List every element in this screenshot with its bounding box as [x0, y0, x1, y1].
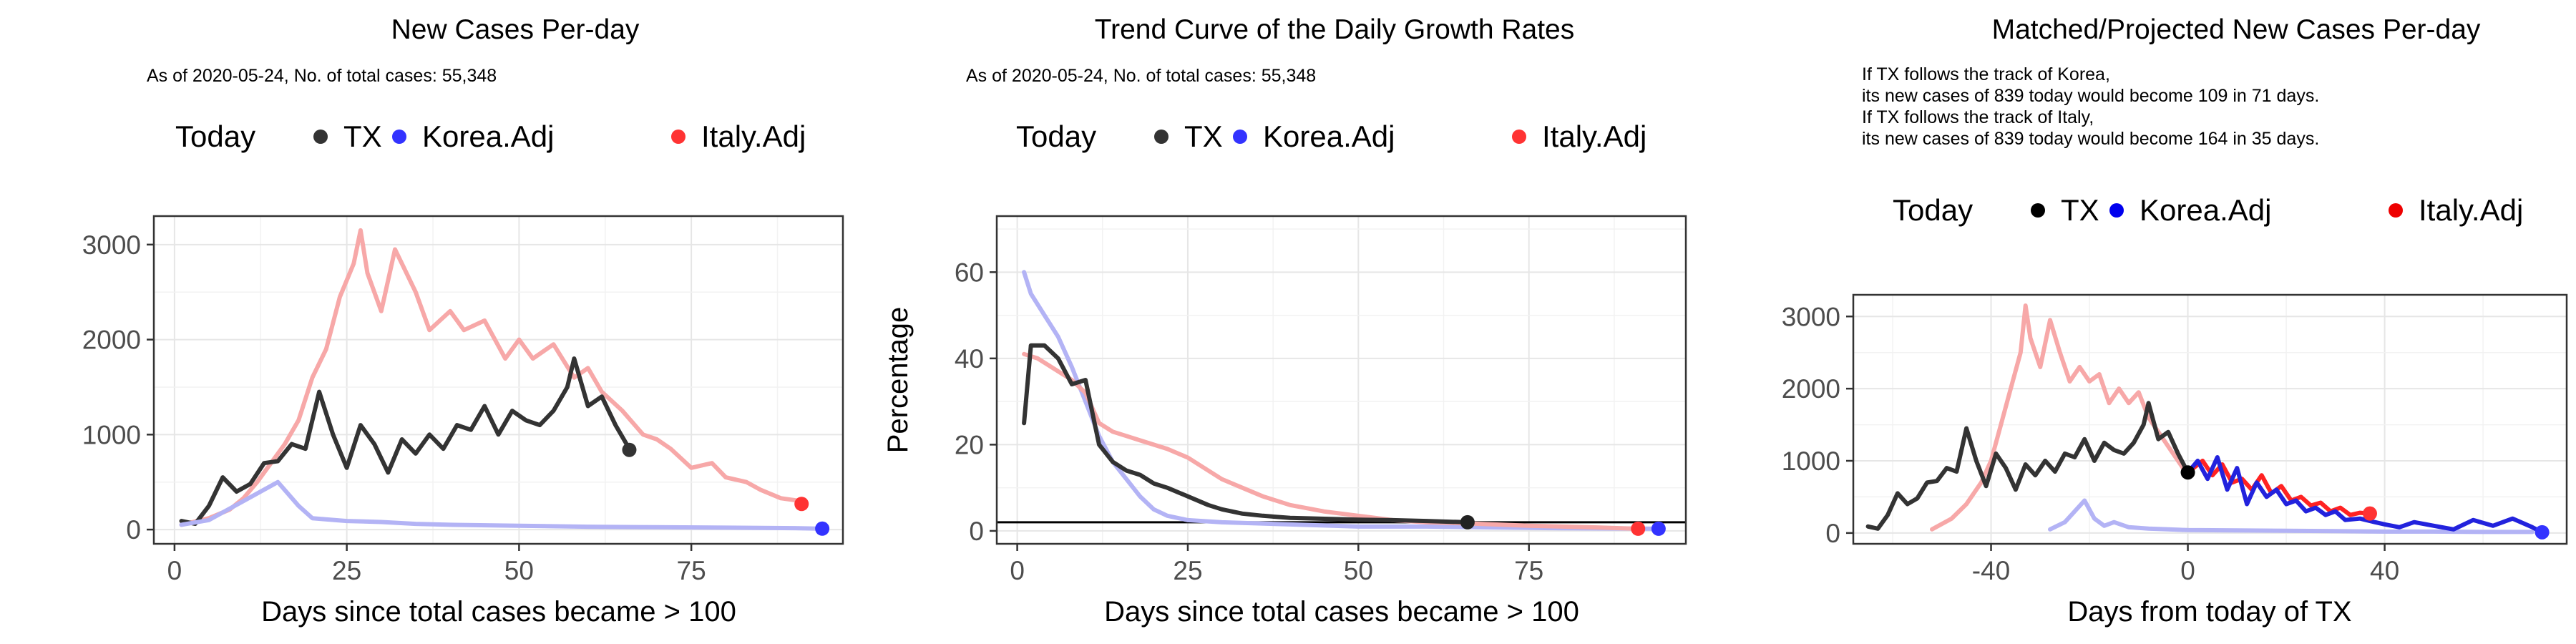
y-tick-label: 2000	[1782, 374, 1840, 404]
legend-label: Korea.Adj	[422, 119, 554, 153]
legend-label: TX	[343, 119, 382, 153]
grid	[997, 216, 1686, 544]
legend-label: Italy.Adj	[2419, 193, 2523, 227]
today-point-tx	[622, 442, 637, 457]
x-tick-label: 25	[1173, 556, 1202, 585]
chart-subtitle-line: As of 2020-05-24, No. of total cases: 55…	[147, 66, 497, 86]
legend-label: TX	[1184, 119, 1223, 153]
y-tick-label: 40	[955, 344, 984, 374]
today-point-italy-adj	[1631, 521, 1646, 536]
legend-key-korea-adj	[392, 130, 406, 144]
plot-panel	[997, 216, 1686, 544]
x-tick-label: 50	[1344, 556, 1373, 585]
x-axis-label: Days since total cases became > 100	[261, 596, 736, 628]
chart-title: Trend Curve of the Daily Growth Rates	[1095, 14, 1574, 45]
plot-border	[995, 215, 1687, 545]
legend-label: Today	[1893, 193, 1973, 227]
legend-label: Korea.Adj	[2140, 193, 2271, 227]
chart-subtitle-line: If TX follows the track of Korea,	[1862, 64, 2110, 84]
legend-key-italy-adj	[2389, 203, 2403, 218]
legend-key-italy-adj	[671, 130, 686, 144]
series-line-tx	[1865, 401, 2190, 531]
series-line-tx	[1022, 343, 1470, 525]
y-tick-label: 60	[955, 258, 984, 287]
chart-subtitle-line: As of 2020-05-24, No. of total cases: 55…	[966, 66, 1316, 86]
legend-label: Italy.Adj	[1542, 119, 1646, 153]
x-tick-label: 75	[677, 556, 706, 585]
series-line-italy-adj	[179, 228, 804, 527]
y-tick-label: 3000	[1782, 302, 1840, 331]
legend-label: Today	[1016, 119, 1096, 153]
today-point-italy-adj	[2362, 506, 2377, 521]
x-tick-label: -40	[1972, 556, 2010, 585]
x-axis-label: Days since total cases became > 100	[1104, 596, 1579, 628]
series-line-italy-adj	[2185, 459, 2372, 517]
x-tick-label: 0	[167, 556, 182, 585]
legend-label: Italy.Adj	[701, 119, 806, 153]
x-tick-label: 40	[2370, 556, 2399, 585]
plot-panel	[1853, 295, 2567, 544]
plot-border	[152, 215, 844, 545]
chart-3: Matched/Projected New Cases Per-day If TX…	[1782, 14, 2568, 628]
y-tick-label: 0	[126, 515, 141, 545]
today-point-italy-adj	[794, 497, 809, 512]
x-tick-label: 0	[1010, 556, 1025, 585]
today-point-korea-adj	[1651, 521, 1666, 536]
y-tick-label: 2000	[82, 326, 141, 355]
series-line-korea-adj-history-	[2048, 498, 2534, 535]
series-line-korea-adj	[179, 479, 825, 531]
legend: Today TX Korea.Adj Italy.Adj	[1893, 193, 2523, 227]
legend-label: TX	[2061, 193, 2099, 227]
grid	[1853, 295, 2567, 544]
legend-key-korea-adj	[1233, 130, 1247, 144]
x-tick-label: 50	[504, 556, 534, 585]
chart-subtitle-line: If TX follows the track of Italy,	[1862, 107, 2094, 127]
chart-subtitle-line: its new cases of 839 today would become …	[1862, 129, 2319, 149]
today-point-tx	[2180, 465, 2195, 480]
legend-label: Korea.Adj	[1263, 119, 1395, 153]
today-point-korea-adj	[815, 521, 830, 536]
legend: Today TX Korea.Adj Italy.Adj	[175, 119, 806, 153]
series-line-italy-adj-history-	[1930, 303, 2190, 532]
legend-key-tx	[1154, 130, 1169, 144]
legend-key-korea-adj	[2109, 203, 2124, 218]
y-tick-label: 0	[969, 517, 984, 546]
y-tick-label: 1000	[1782, 447, 1840, 476]
chart-title: New Cases Per-day	[391, 14, 640, 45]
x-tick-label: 25	[332, 556, 361, 585]
y-axis-label: Percentage	[882, 307, 914, 454]
x-tick-label: 75	[1514, 556, 1543, 585]
legend-key-italy-adj	[1512, 130, 1526, 144]
x-axis-label: Days from today of TX	[2067, 596, 2351, 628]
y-tick-label: 0	[1825, 519, 1840, 548]
chart-subtitle-line: its new cases of 839 today would become …	[1862, 86, 2319, 106]
series-line-tx	[179, 356, 632, 527]
legend-label: Today	[175, 119, 255, 153]
plot-border	[1852, 293, 2568, 545]
y-tick-label: 20	[955, 430, 984, 459]
chart-1: New Cases Per-day As of 2020-05-24, No. o…	[82, 14, 844, 628]
today-point-tx	[1460, 514, 1475, 530]
y-tick-label: 3000	[82, 230, 141, 260]
series-line-korea-adj	[2185, 455, 2545, 535]
series-line-korea-adj	[1022, 270, 1661, 531]
chart-2: Trend Curve of the Daily Growth Rates As …	[882, 14, 1687, 628]
legend: Today TX Korea.Adj Italy.Adj	[1016, 119, 1646, 153]
x-tick-label: 0	[2180, 556, 2195, 585]
legend-key-tx	[313, 130, 328, 144]
today-point-korea-adj	[2534, 525, 2550, 540]
legend-key-tx	[2031, 203, 2045, 218]
chart-title: Matched/Projected New Cases Per-day	[1992, 14, 2481, 45]
y-tick-label: 1000	[82, 420, 141, 449]
